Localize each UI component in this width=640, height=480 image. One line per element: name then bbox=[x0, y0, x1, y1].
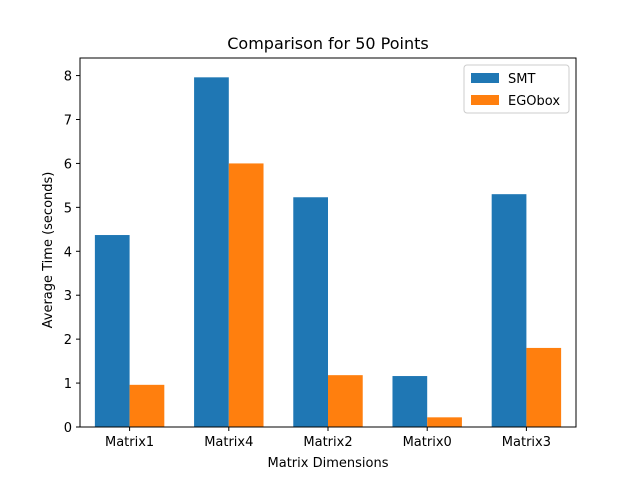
y-tick-label: 1 bbox=[64, 377, 72, 392]
x-axis-label: Matrix Dimensions bbox=[268, 456, 389, 471]
x-tick-label: Matrix1 bbox=[105, 435, 154, 450]
bar-smt-matrix4 bbox=[194, 77, 229, 427]
bar-egobox-matrix4 bbox=[228, 163, 264, 427]
y-tick-label: 4 bbox=[64, 245, 72, 260]
y-tick-label: 0 bbox=[64, 421, 72, 436]
bar-smt-matrix2 bbox=[293, 197, 328, 427]
legend-label-egobox: EGObox bbox=[508, 94, 560, 109]
bar-egobox-matrix3 bbox=[526, 347, 562, 427]
bars-group bbox=[94, 77, 562, 427]
legend-swatch-egobox bbox=[471, 95, 499, 105]
chart-title: Comparison for 50 Points bbox=[227, 34, 428, 53]
bar-smt-matrix1 bbox=[94, 235, 130, 427]
bar-egobox-matrix1 bbox=[129, 384, 165, 427]
y-tick-label: 6 bbox=[64, 157, 72, 172]
y-tick-label: 7 bbox=[64, 114, 72, 129]
y-tick-label: 3 bbox=[64, 289, 72, 304]
axes-group: 0 1 2 3 4 5 6 7 8 Matrix1 Matrix4 Matrix2 Matrix0 Mat… bbox=[64, 57, 577, 450]
bar-egobox-matrix2 bbox=[328, 375, 363, 427]
bar-smt-matrix0 bbox=[392, 376, 428, 427]
y-tick-label: 8 bbox=[64, 70, 72, 85]
bar-smt-matrix3 bbox=[491, 194, 527, 427]
y-tick-label: 2 bbox=[64, 333, 72, 348]
x-tick-label: Matrix2 bbox=[303, 435, 352, 450]
legend-swatch-smt bbox=[471, 73, 499, 83]
x-tick-label: Matrix4 bbox=[204, 435, 253, 450]
x-tick-label: Matrix3 bbox=[502, 435, 551, 450]
legend: SMT EGObox bbox=[463, 64, 570, 114]
y-axis-label: Average Time (seconds) bbox=[41, 172, 56, 329]
x-tick-label: Matrix0 bbox=[403, 435, 452, 450]
y-tick-label: 5 bbox=[64, 201, 72, 216]
bar-egobox-matrix0 bbox=[427, 417, 462, 427]
legend-label-smt: SMT bbox=[508, 72, 535, 87]
